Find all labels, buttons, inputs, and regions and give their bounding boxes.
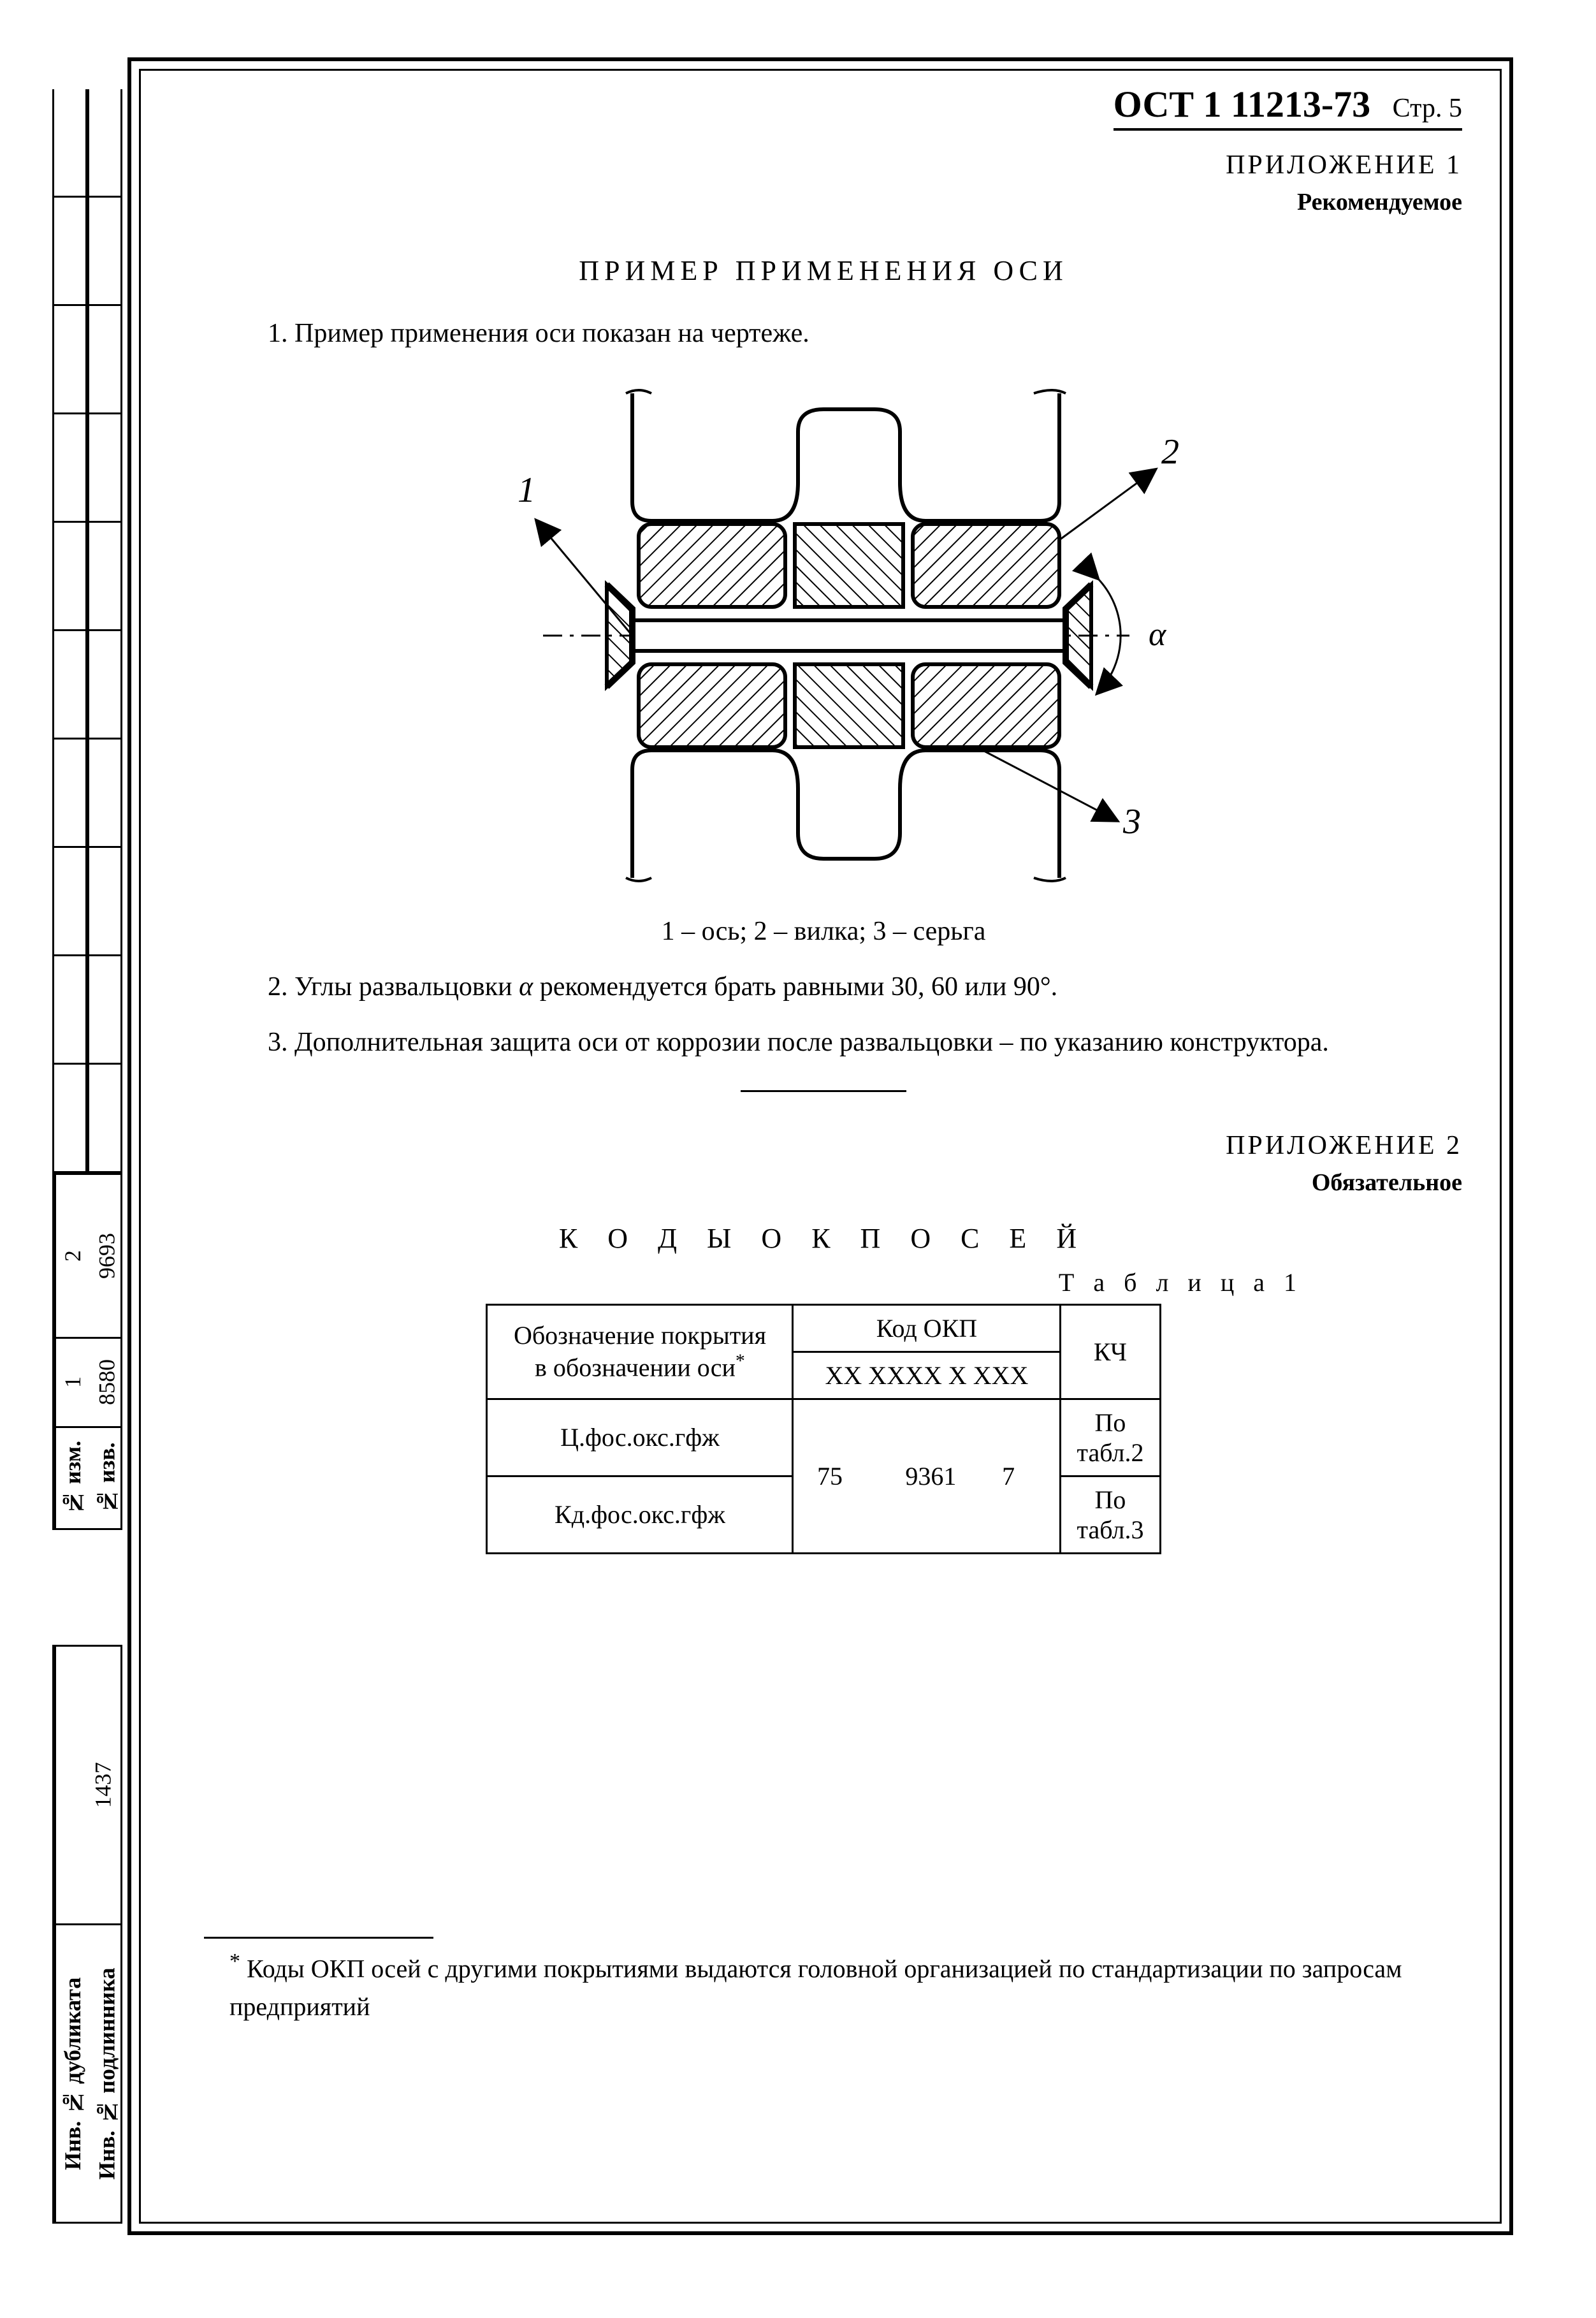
diagram-legend: 1 – ось; 2 – вилка; 3 – серьга (166, 916, 1481, 947)
izm-label: № изм. (59, 1441, 86, 1515)
n2-label: 2 (59, 1237, 86, 1274)
izv-label: № изв. (94, 1442, 120, 1514)
cell-ref-0: По табл.2 (1061, 1399, 1160, 1476)
footnote-star: * (229, 1950, 240, 1973)
section2-title: К О Д Ы О К П О С Е Й (166, 1222, 1481, 1255)
rev-col-right (87, 89, 122, 1173)
doc-number-text: ОСТ 1 11213-73 (1114, 84, 1371, 125)
alpha-symbol: α (1149, 616, 1167, 653)
revision-block: 2 9693 1 8580 № изм. № изв. (52, 89, 122, 2224)
cell-xx: 75 (793, 1399, 866, 1553)
cell-xxxx: 9361 (866, 1399, 996, 1553)
n1-label: 1 (59, 1377, 86, 1389)
th-kch: КЧ (1061, 1304, 1160, 1399)
para3: 3. Дополнительная защита оси от коррозии… (204, 1021, 1443, 1064)
cell-ref-1: По табл.3 (1061, 1476, 1160, 1553)
cell-x: 7 (996, 1399, 1061, 1553)
para2-suffix: рекомендуется брать равными 30, 60 или 9… (533, 972, 1057, 1002)
content: ОСТ 1 11213-73 Стр. 5 ПРИЛОЖЕНИЕ 1 Реком… (166, 83, 1481, 2203)
axis-diagram: 1 2 3 α (441, 374, 1206, 897)
code3-label: 1437 (90, 1762, 117, 1808)
rev-col-left (52, 89, 87, 1173)
page: 2 9693 1 8580 № изм. № изв. (0, 0, 1596, 2318)
appendix2-title: ПРИЛОЖЕНИЕ 2 (166, 1130, 1481, 1161)
separator-rule (741, 1090, 906, 1092)
callout-2: 2 (1161, 432, 1179, 472)
callout-3: 3 (1122, 802, 1141, 842)
pod-label: Инв. № подлинника (94, 1967, 120, 2179)
page-num: Стр. 5 (1393, 94, 1462, 123)
th-coating-l1: Обозначение покрытия (514, 1321, 766, 1350)
th-okp: Код ОКП (793, 1304, 1061, 1352)
th-okp-sub: XX XXXX X XXX (793, 1352, 1061, 1399)
th-coating-l2: в обозначении оси (535, 1353, 736, 1382)
footnote-rule (204, 1937, 433, 1939)
table-caption: Т а б л и ц а 1 (166, 1267, 1481, 1297)
appendix2-note: Обязательное (166, 1169, 1481, 1197)
para2-prefix: 2. Углы развальцовки (268, 972, 519, 1002)
appendix1-note: Рекомендуемое (166, 188, 1481, 216)
doc-header: ОСТ 1 11213-73 Стр. 5 (166, 83, 1481, 131)
th-star: * (736, 1350, 745, 1371)
code1-label: 8580 (94, 1360, 120, 1406)
section1-title: ПРИМЕР ПРИМЕНЕНИЯ ОСИ (166, 254, 1481, 287)
callout-1: 1 (518, 470, 535, 510)
para2: 2. Углы развальцовки α рекомендуется бра… (204, 966, 1443, 1009)
code2-label: 9693 (94, 1220, 120, 1292)
cell-coating-1: Кд.фос.окс.гфж (487, 1476, 793, 1553)
cell-coating-0: Ц.фос.окс.гфж (487, 1399, 793, 1476)
footnote-text: Коды ОКП осей с другими покрытиями выдаю… (229, 1954, 1402, 2021)
para1: 1. Пример применения оси показан на черт… (204, 312, 1443, 355)
footnote: * Коды ОКП осей с другими покрытиями выд… (229, 1945, 1405, 2026)
doc-number: ОСТ 1 11213-73 Стр. 5 (1114, 83, 1462, 131)
alpha-inline: α (519, 972, 533, 1002)
dub-label: Инв. № дубликата (59, 1977, 86, 2169)
appendix1-title: ПРИЛОЖЕНИЕ 1 (166, 150, 1481, 180)
okp-table: Обозначение покрытия в обозначении оси* … (486, 1304, 1161, 1554)
